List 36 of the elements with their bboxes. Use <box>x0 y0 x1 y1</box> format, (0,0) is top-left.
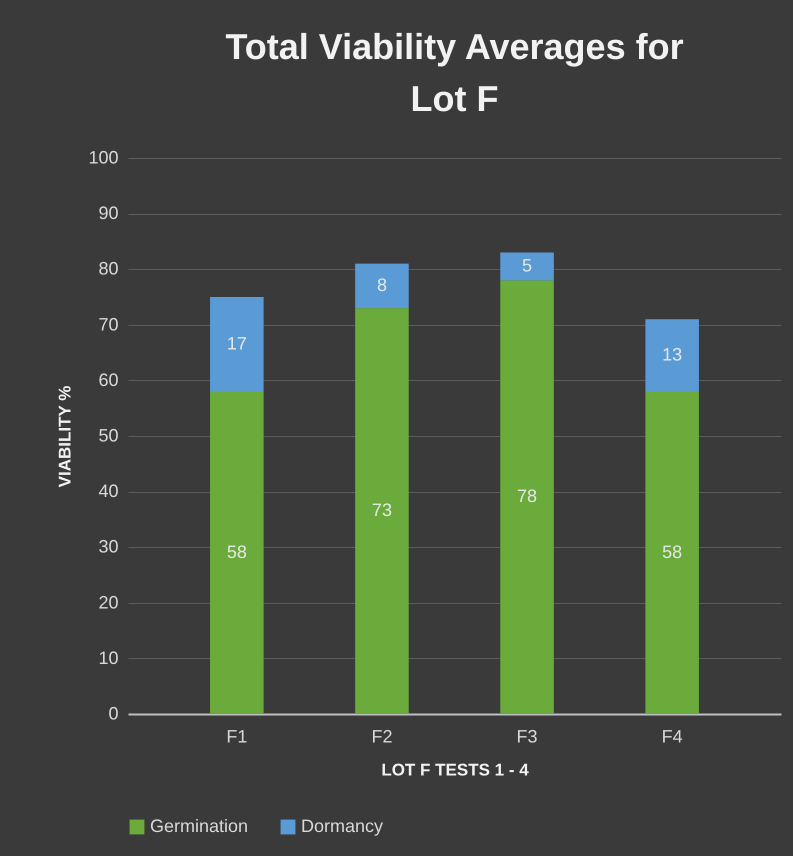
y-axis-title: VIABILITY % <box>55 386 74 488</box>
x-tick-label: F2 <box>371 726 392 746</box>
data-label: 58 <box>226 542 247 562</box>
bar <box>645 392 699 714</box>
legend-label: Germination <box>150 816 248 836</box>
bar <box>210 297 264 392</box>
data-label: 13 <box>662 344 682 364</box>
data-label: 5 <box>522 255 532 276</box>
bar <box>500 280 554 714</box>
data-label: 78 <box>517 486 538 506</box>
y-tick-label: 80 <box>98 258 118 279</box>
y-tick-label: 0 <box>108 704 118 724</box>
y-tick-label: 10 <box>98 648 118 668</box>
x-tick-label: F4 <box>662 726 683 746</box>
bar <box>500 252 554 280</box>
bar <box>355 308 409 714</box>
y-tick-label: 30 <box>98 536 118 557</box>
data-label: 58 <box>662 542 682 562</box>
x-axis-title: LOT F TESTS 1 - 4 <box>381 760 530 780</box>
x-tick-label: F1 <box>226 726 248 746</box>
bar <box>210 392 264 714</box>
legend-label: Dormancy <box>301 816 384 836</box>
y-tick-label: 50 <box>98 426 118 446</box>
y-tick-label: 90 <box>98 203 118 224</box>
data-label: 73 <box>372 500 392 520</box>
y-tick-label: 20 <box>98 592 118 612</box>
y-tick-label: 40 <box>98 481 118 502</box>
y-tick-label: 100 <box>88 148 118 168</box>
data-label: 8 <box>376 274 387 295</box>
data-label: 17 <box>226 333 247 354</box>
x-tick-label: F3 <box>516 726 538 746</box>
y-tick-label: 60 <box>98 370 118 390</box>
chart-title: Total Viability Averages for Lot F <box>225 26 684 119</box>
bar <box>355 264 409 308</box>
y-tick-label: 70 <box>98 314 118 334</box>
bar <box>645 319 699 392</box>
